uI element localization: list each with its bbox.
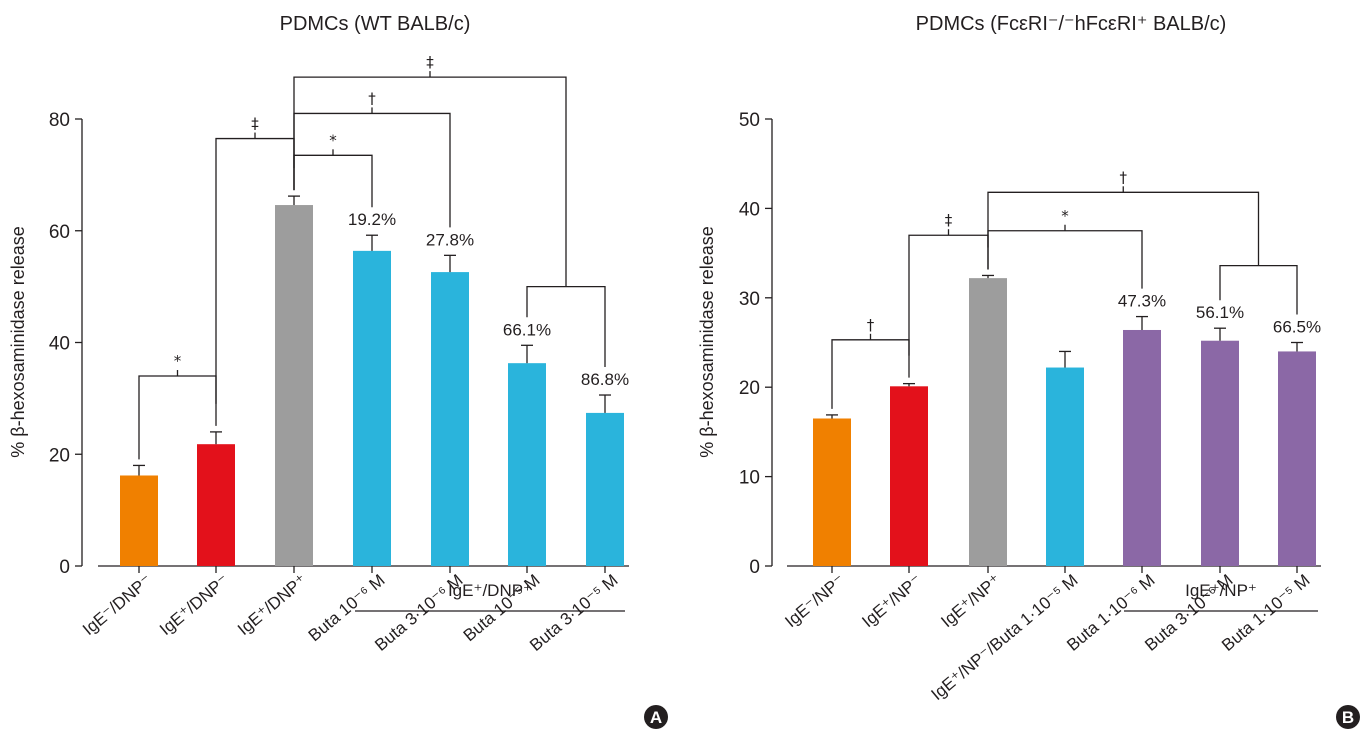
group-label: IgE⁺/NP⁺ <box>1185 581 1257 600</box>
x-category-label: IgE⁺/DNP⁺ <box>234 571 311 640</box>
significance-bracket: * <box>293 131 373 208</box>
significance-mark: ‡ <box>251 115 259 133</box>
y-tick-label: 20 <box>49 445 70 466</box>
panel-letter-badge <box>1336 705 1360 729</box>
bar <box>890 386 928 566</box>
bar-value-label: 66.5% <box>1273 318 1321 337</box>
significance-mark: † <box>368 89 376 107</box>
y-axis-label: % β-hexosaminidase release <box>697 226 717 457</box>
x-category-label: IgE⁺/DNP⁻ <box>156 571 233 640</box>
bar-value-label: 86.8% <box>581 370 629 389</box>
group-label: IgE⁺/DNP⁺ <box>448 581 532 600</box>
y-tick-label: 20 <box>739 378 760 399</box>
y-tick-label: 0 <box>749 557 760 578</box>
significance-mark: * <box>329 131 337 149</box>
y-tick-label: 60 <box>49 222 70 243</box>
panel-letter-badge <box>644 705 668 729</box>
bar <box>1123 329 1161 566</box>
bar <box>586 412 624 566</box>
significance-mark: † <box>867 316 875 334</box>
y-tick-label: 10 <box>739 468 760 489</box>
significance-mark: * <box>1061 207 1069 225</box>
bar <box>353 250 391 567</box>
bar-value-label: 27.8% <box>426 230 474 249</box>
bar <box>813 418 851 566</box>
chart-title: PDMCs (WT BALB/c) <box>280 13 471 35</box>
chart-panel-b: PDMCs (FcεRI⁻/⁻hFcεRI⁺ BALB/c) 0 10 20 30 40 5… <box>697 13 1360 729</box>
panel-letter: B <box>1342 708 1354 727</box>
significance-bracket: * <box>138 352 217 460</box>
bar <box>1046 367 1084 566</box>
y-tick-label: 30 <box>739 289 760 310</box>
significance-mark: * <box>174 352 182 370</box>
bar <box>120 475 158 566</box>
y-tick-label: 80 <box>49 110 70 131</box>
significance-bracket: ‡ <box>293 53 606 368</box>
significance-bracket: * <box>987 207 1143 289</box>
x-category-label: IgE⁺/NP⁻ <box>858 571 925 632</box>
bar <box>275 205 313 567</box>
significance-mark: ‡ <box>426 53 434 71</box>
chart-panel-a: PDMCs (WT BALB/c) 0 20 40 60 80 % β-hexosamini… <box>8 13 668 729</box>
x-category-label: IgE⁺/NP⁻/Buta 1·10⁻⁵ M <box>928 571 1082 705</box>
bar <box>1201 340 1239 566</box>
x-category-label: IgE⁺/NP⁺ <box>937 571 1004 632</box>
panel-letter: A <box>650 708 662 727</box>
y-tick-label: 0 <box>59 557 70 578</box>
bar-value-label: 66.1% <box>503 320 551 339</box>
significance-mark: † <box>1120 168 1128 186</box>
y-axis-label: % β-hexosaminidase release <box>8 226 28 457</box>
bar-value-label: 19.2% <box>348 210 396 229</box>
y-tick-label: 40 <box>49 334 70 355</box>
x-category-label: IgE⁻/DNP⁻ <box>79 571 156 640</box>
x-category-label: Buta 10⁻⁶ M <box>305 571 389 646</box>
chart-title: PDMCs (FcεRI⁻/⁻hFcεRI⁺ BALB/c) <box>916 13 1227 35</box>
y-tick-label: 40 <box>739 199 760 220</box>
bar <box>969 278 1007 566</box>
y-tick-label: 50 <box>739 110 760 131</box>
bar <box>431 272 469 566</box>
bar-value-label: 47.3% <box>1118 292 1166 311</box>
significance-mark: ‡ <box>945 211 953 229</box>
x-category-label: IgE⁻/NP⁻ <box>781 571 848 632</box>
significance-bracket: † <box>987 168 1298 315</box>
bar <box>1278 351 1316 566</box>
bar <box>197 444 235 566</box>
bar <box>508 363 546 566</box>
bar-value-label: 56.1% <box>1196 303 1244 322</box>
